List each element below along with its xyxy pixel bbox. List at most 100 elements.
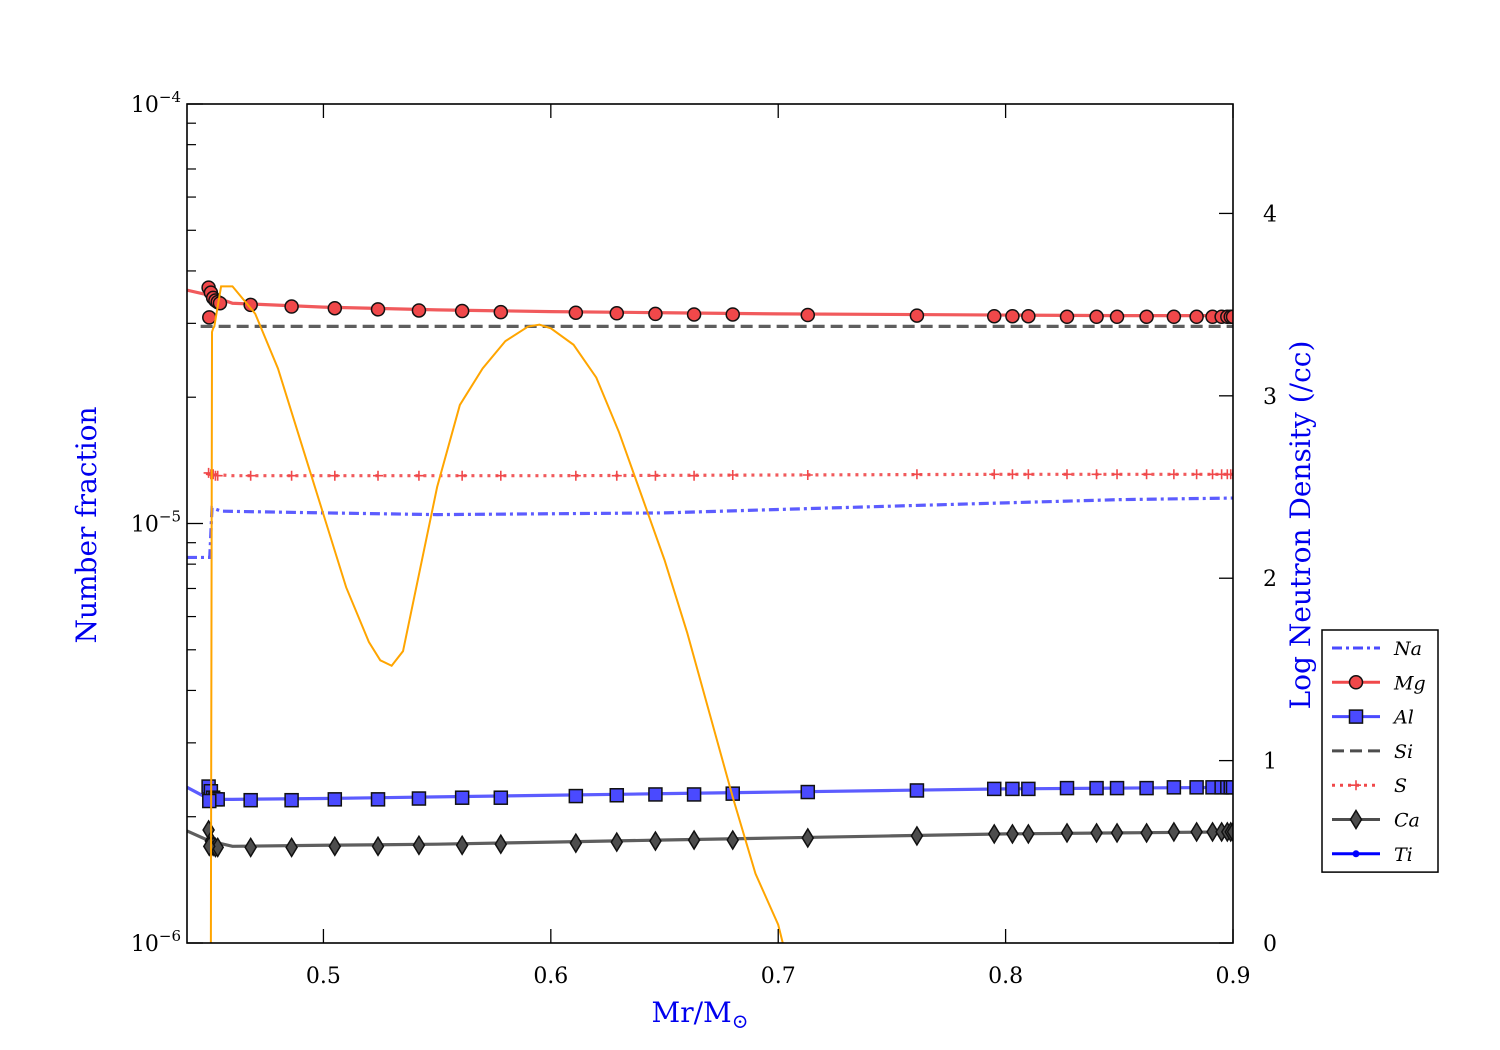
series-marker-al — [1109, 780, 1125, 796]
series-marker-ca — [371, 835, 385, 857]
series-marker-ca — [910, 825, 924, 847]
series-marker-s — [689, 470, 700, 481]
series-marker-ca — [1226, 821, 1233, 843]
series-marker-s — [208, 469, 219, 480]
series-marker-al — [284, 792, 299, 808]
series-marker-mg — [370, 302, 386, 317]
x-tick-label: 0.5 — [306, 964, 341, 989]
series-marker-s — [495, 470, 506, 481]
series-marker-s — [611, 470, 622, 481]
series-marker-mg — [1139, 309, 1154, 325]
series-marker-s — [1168, 469, 1179, 480]
series-marker-al — [909, 783, 925, 798]
series-marker-mg — [1189, 309, 1204, 325]
legend-marker-ca — [1349, 809, 1363, 830]
x-axis-label: Mr/M⊙ — [652, 996, 749, 1033]
series-marker-mg — [1059, 309, 1075, 325]
series-marker-mg — [800, 307, 816, 323]
series-marker-s — [1062, 469, 1072, 480]
legend-marker-ti — [1352, 850, 1360, 858]
series-marker-ca — [328, 835, 342, 857]
series-marker-s — [650, 470, 661, 481]
series-marker-s — [802, 470, 813, 481]
series-marker-s — [1228, 469, 1233, 480]
axes-layer: 0.5 0.6 0.7 0.8 0.9 10−6 10−5 10−4 0 1 2 3 4 — [131, 88, 1277, 989]
y-left-tick-label: 10−6 — [131, 927, 181, 957]
series-marker-ca — [1021, 823, 1035, 845]
series-line-al — [187, 785, 1233, 801]
legend-marker-mg — [1348, 675, 1364, 690]
series-marker-s — [413, 470, 424, 481]
series-line-mg — [187, 288, 1233, 318]
y-right-tick-label: 0 — [1263, 932, 1277, 957]
series-marker-s — [911, 469, 922, 480]
series-marker-mg — [568, 305, 584, 320]
x-tick-label: 0.8 — [988, 964, 1023, 989]
series-marker-al — [986, 781, 1002, 797]
series-marker-al — [411, 791, 427, 806]
series-marker-al — [243, 792, 258, 808]
series-marker-ca — [687, 829, 701, 851]
legend-label-si: Si — [1394, 741, 1413, 763]
series-marker-s — [286, 470, 297, 481]
series-marker-ca — [412, 834, 426, 856]
series-marker-s — [245, 470, 256, 481]
series-marker-mg — [909, 308, 925, 323]
series-marker-al — [609, 788, 625, 803]
series-line-s — [207, 472, 1233, 478]
series-marker-al — [686, 787, 702, 802]
series-marker-mg — [725, 307, 740, 322]
series-marker-ca — [244, 836, 258, 858]
series-marker-al — [568, 788, 584, 804]
series-marker-mg — [284, 299, 299, 314]
series-line-na — [187, 496, 1233, 560]
series-marker-s — [1112, 469, 1123, 480]
series-marker-s — [989, 469, 1000, 480]
series-marker-al — [648, 787, 663, 802]
series-marker-ca — [726, 829, 740, 851]
y-right-tick-label: 3 — [1263, 385, 1277, 410]
legend-label-mg: Mg — [1393, 672, 1426, 694]
series-marker-mg — [648, 306, 663, 322]
series-layer — [187, 280, 1233, 943]
y-axis-label-right: Log Neutron Density (/cc) — [1284, 341, 1317, 710]
series-marker-ca — [1167, 821, 1181, 843]
series-line-ca — [187, 829, 1233, 848]
series-marker-ca — [610, 831, 624, 853]
series-marker-mg — [1109, 309, 1125, 325]
series-marker-ca — [1206, 821, 1219, 843]
legend-marker-s — [1351, 780, 1361, 791]
series-marker-mg — [327, 300, 343, 316]
legend-label-na: Na — [1393, 638, 1422, 660]
series-marker-mg — [1089, 309, 1104, 325]
series-marker-ca — [1060, 822, 1074, 844]
y-axis-label-left: Number fraction — [70, 406, 103, 643]
series-marker-s — [1207, 469, 1218, 480]
series-marker-ca — [987, 823, 1001, 845]
series-marker-mg — [411, 303, 427, 318]
series-marker-mg — [1005, 308, 1020, 324]
legend-label-s: S — [1394, 775, 1407, 797]
y-right-tick-label: 4 — [1263, 202, 1277, 227]
series-marker-al — [1189, 780, 1204, 795]
y-right-tick-label: 1 — [1263, 750, 1277, 775]
y-left-tick-label: 10−4 — [131, 88, 181, 118]
series-marker-s — [1141, 469, 1152, 480]
series-marker-s — [1191, 469, 1202, 480]
series-marker-mg — [1166, 309, 1182, 325]
series-marker-s — [1091, 469, 1102, 480]
series-marker-al — [800, 784, 816, 800]
series-marker-s — [212, 470, 223, 481]
series-marker-al — [1139, 780, 1154, 796]
series-marker-al — [1089, 780, 1104, 796]
series-marker-mg — [1225, 309, 1233, 325]
series-marker-mg — [609, 306, 625, 321]
series-marker-al — [1005, 781, 1020, 797]
series-marker-al — [1059, 780, 1075, 796]
series-marker-ca — [285, 836, 298, 858]
series-marker-ca — [1190, 821, 1203, 843]
series-marker-mg — [686, 307, 702, 322]
series-marker-ca — [1140, 822, 1153, 844]
plot-frame — [186, 103, 1234, 944]
